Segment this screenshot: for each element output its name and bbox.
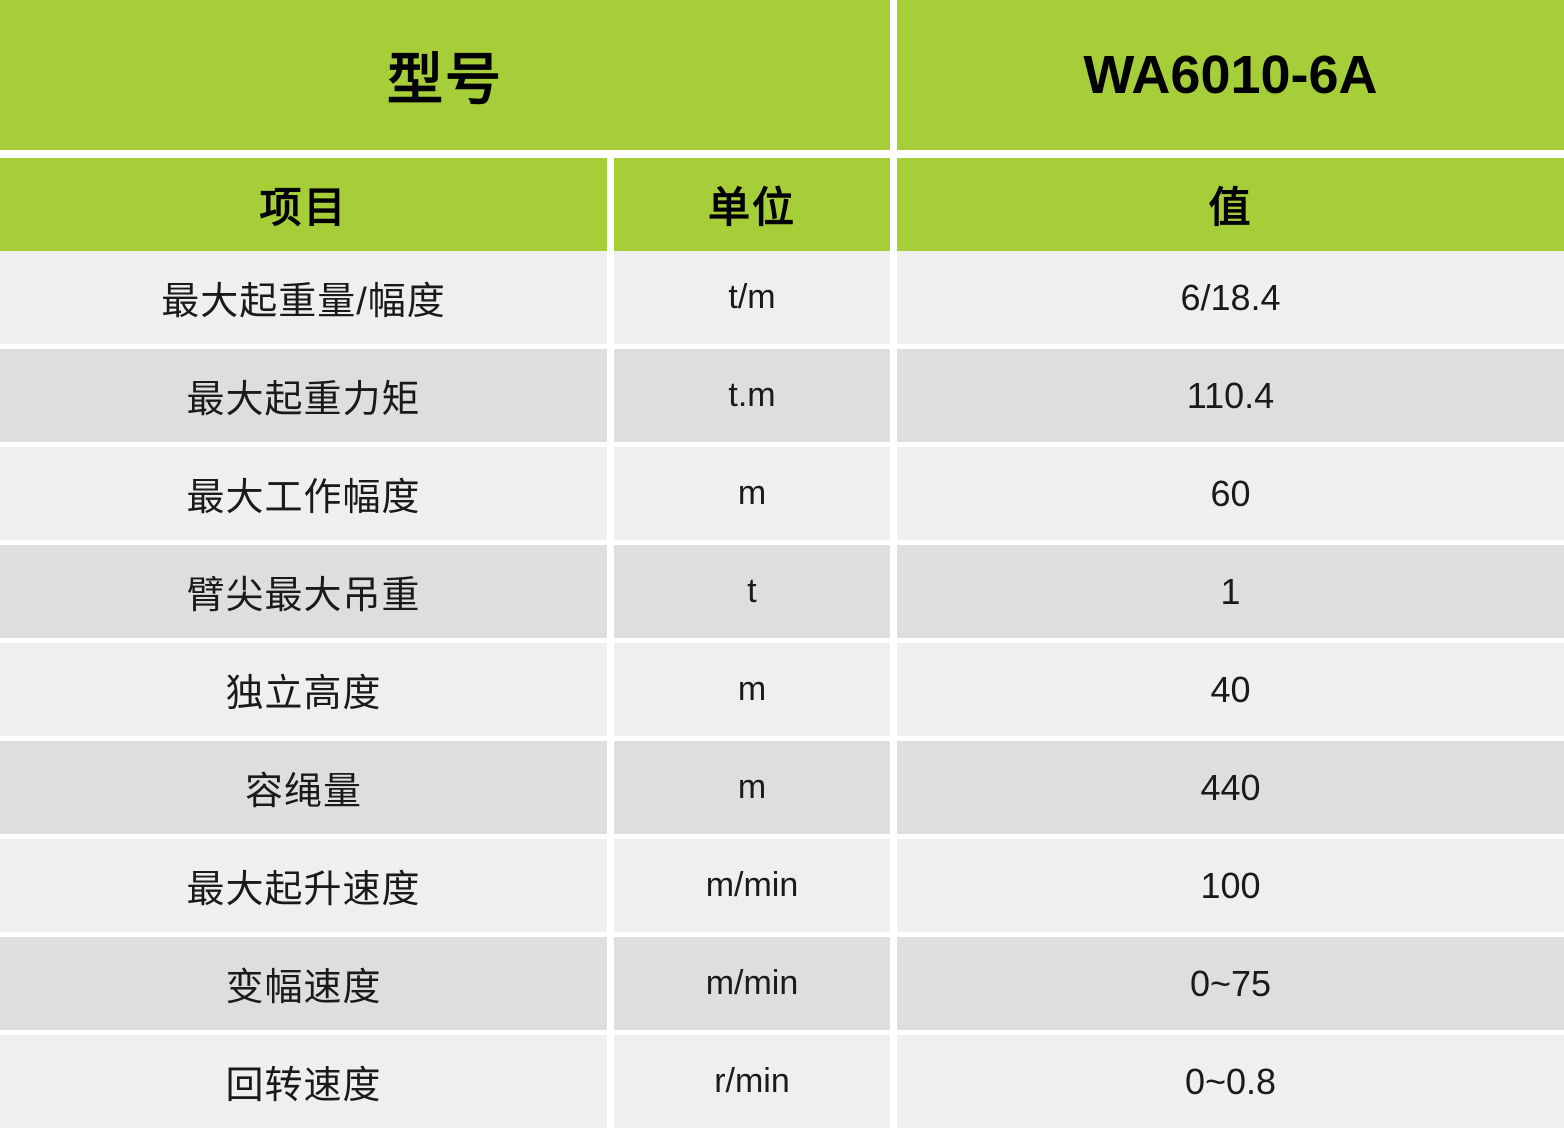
table-row: 独立高度 m 40 bbox=[0, 643, 1564, 736]
cell-value: 6/18.4 bbox=[897, 251, 1564, 344]
cell-item: 容绳量 bbox=[0, 741, 607, 834]
cell-unit: t/m bbox=[614, 251, 890, 344]
cell-item: 最大起升速度 bbox=[0, 839, 607, 932]
cell-item: 回转速度 bbox=[0, 1035, 607, 1128]
cell-value: 440 bbox=[897, 741, 1564, 834]
cell-value: 0~0.8 bbox=[897, 1035, 1564, 1128]
cell-item: 独立高度 bbox=[0, 643, 607, 736]
table-row: 变幅速度 m/min 0~75 bbox=[0, 937, 1564, 1030]
table-row: 最大起重力矩 t.m 110.4 bbox=[0, 349, 1564, 442]
cell-value: 110.4 bbox=[897, 349, 1564, 442]
table-row: 臂尖最大吊重 t 1 bbox=[0, 545, 1564, 638]
cell-value: 100 bbox=[897, 839, 1564, 932]
model-value-cell: WA6010-6A bbox=[897, 0, 1564, 150]
column-header-row: 项目 单位 值 bbox=[0, 158, 1564, 251]
cell-item: 臂尖最大吊重 bbox=[0, 545, 607, 638]
cell-unit: m bbox=[614, 741, 890, 834]
cell-item: 最大工作幅度 bbox=[0, 447, 607, 540]
cell-value: 60 bbox=[897, 447, 1564, 540]
table-row: 容绳量 m 440 bbox=[0, 741, 1564, 834]
cell-value: 0~75 bbox=[897, 937, 1564, 1030]
table-row: 最大起重量/幅度 t/m 6/18.4 bbox=[0, 251, 1564, 344]
model-label-cell: 型号 bbox=[0, 0, 890, 150]
cell-item: 最大起重量/幅度 bbox=[0, 251, 607, 344]
cell-item: 最大起重力矩 bbox=[0, 349, 607, 442]
column-header-item: 项目 bbox=[0, 158, 607, 251]
table-body: 最大起重量/幅度 t/m 6/18.4 最大起重力矩 t.m 110.4 最大工作幅度 m 60… bbox=[0, 251, 1564, 1128]
cell-value: 1 bbox=[897, 545, 1564, 638]
cell-unit: r/min bbox=[614, 1035, 890, 1128]
table-row: 最大工作幅度 m 60 bbox=[0, 447, 1564, 540]
cell-unit: t.m bbox=[614, 349, 890, 442]
cell-unit: m/min bbox=[614, 839, 890, 932]
model-header-row: 型号 WA6010-6A bbox=[0, 0, 1564, 150]
table-row: 最大起升速度 m/min 100 bbox=[0, 839, 1564, 932]
cell-unit: m bbox=[614, 447, 890, 540]
cell-value: 40 bbox=[897, 643, 1564, 736]
cell-item: 变幅速度 bbox=[0, 937, 607, 1030]
column-header-unit: 单位 bbox=[614, 158, 890, 251]
cell-unit: t bbox=[614, 545, 890, 638]
cell-unit: m/min bbox=[614, 937, 890, 1030]
cell-unit: m bbox=[614, 643, 890, 736]
table-row: 回转速度 r/min 0~0.8 bbox=[0, 1035, 1564, 1128]
column-header-value: 值 bbox=[897, 158, 1564, 251]
